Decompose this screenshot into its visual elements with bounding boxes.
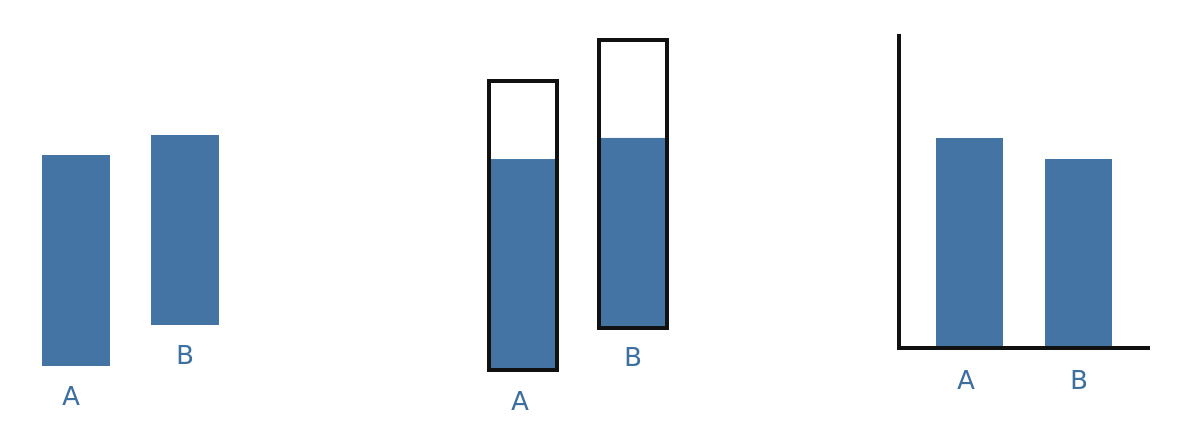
panel-container-bars: A B bbox=[487, 38, 669, 417]
container-bar-a-label: A bbox=[511, 387, 529, 417]
floating-bar-a bbox=[42, 155, 110, 366]
floating-bar-b bbox=[151, 135, 219, 325]
axis-bar-a-label: A bbox=[957, 366, 975, 396]
container-fill-b bbox=[600, 137, 666, 328]
axis-bar-b-label: B bbox=[1070, 366, 1088, 396]
container-bar-b-label: B bbox=[624, 343, 642, 373]
floating-bar-a-label: A bbox=[62, 382, 80, 412]
container-fill-a bbox=[490, 159, 556, 370]
axis-bar-b bbox=[1045, 159, 1112, 348]
panel-axis-bars: A B bbox=[897, 34, 1150, 396]
container-outline-b bbox=[597, 38, 669, 330]
axis-bar-a bbox=[936, 138, 1003, 348]
panel-floating-bars: A B bbox=[42, 135, 219, 412]
container-outline-a bbox=[487, 79, 559, 372]
floating-bar-b-label: B bbox=[176, 341, 194, 371]
